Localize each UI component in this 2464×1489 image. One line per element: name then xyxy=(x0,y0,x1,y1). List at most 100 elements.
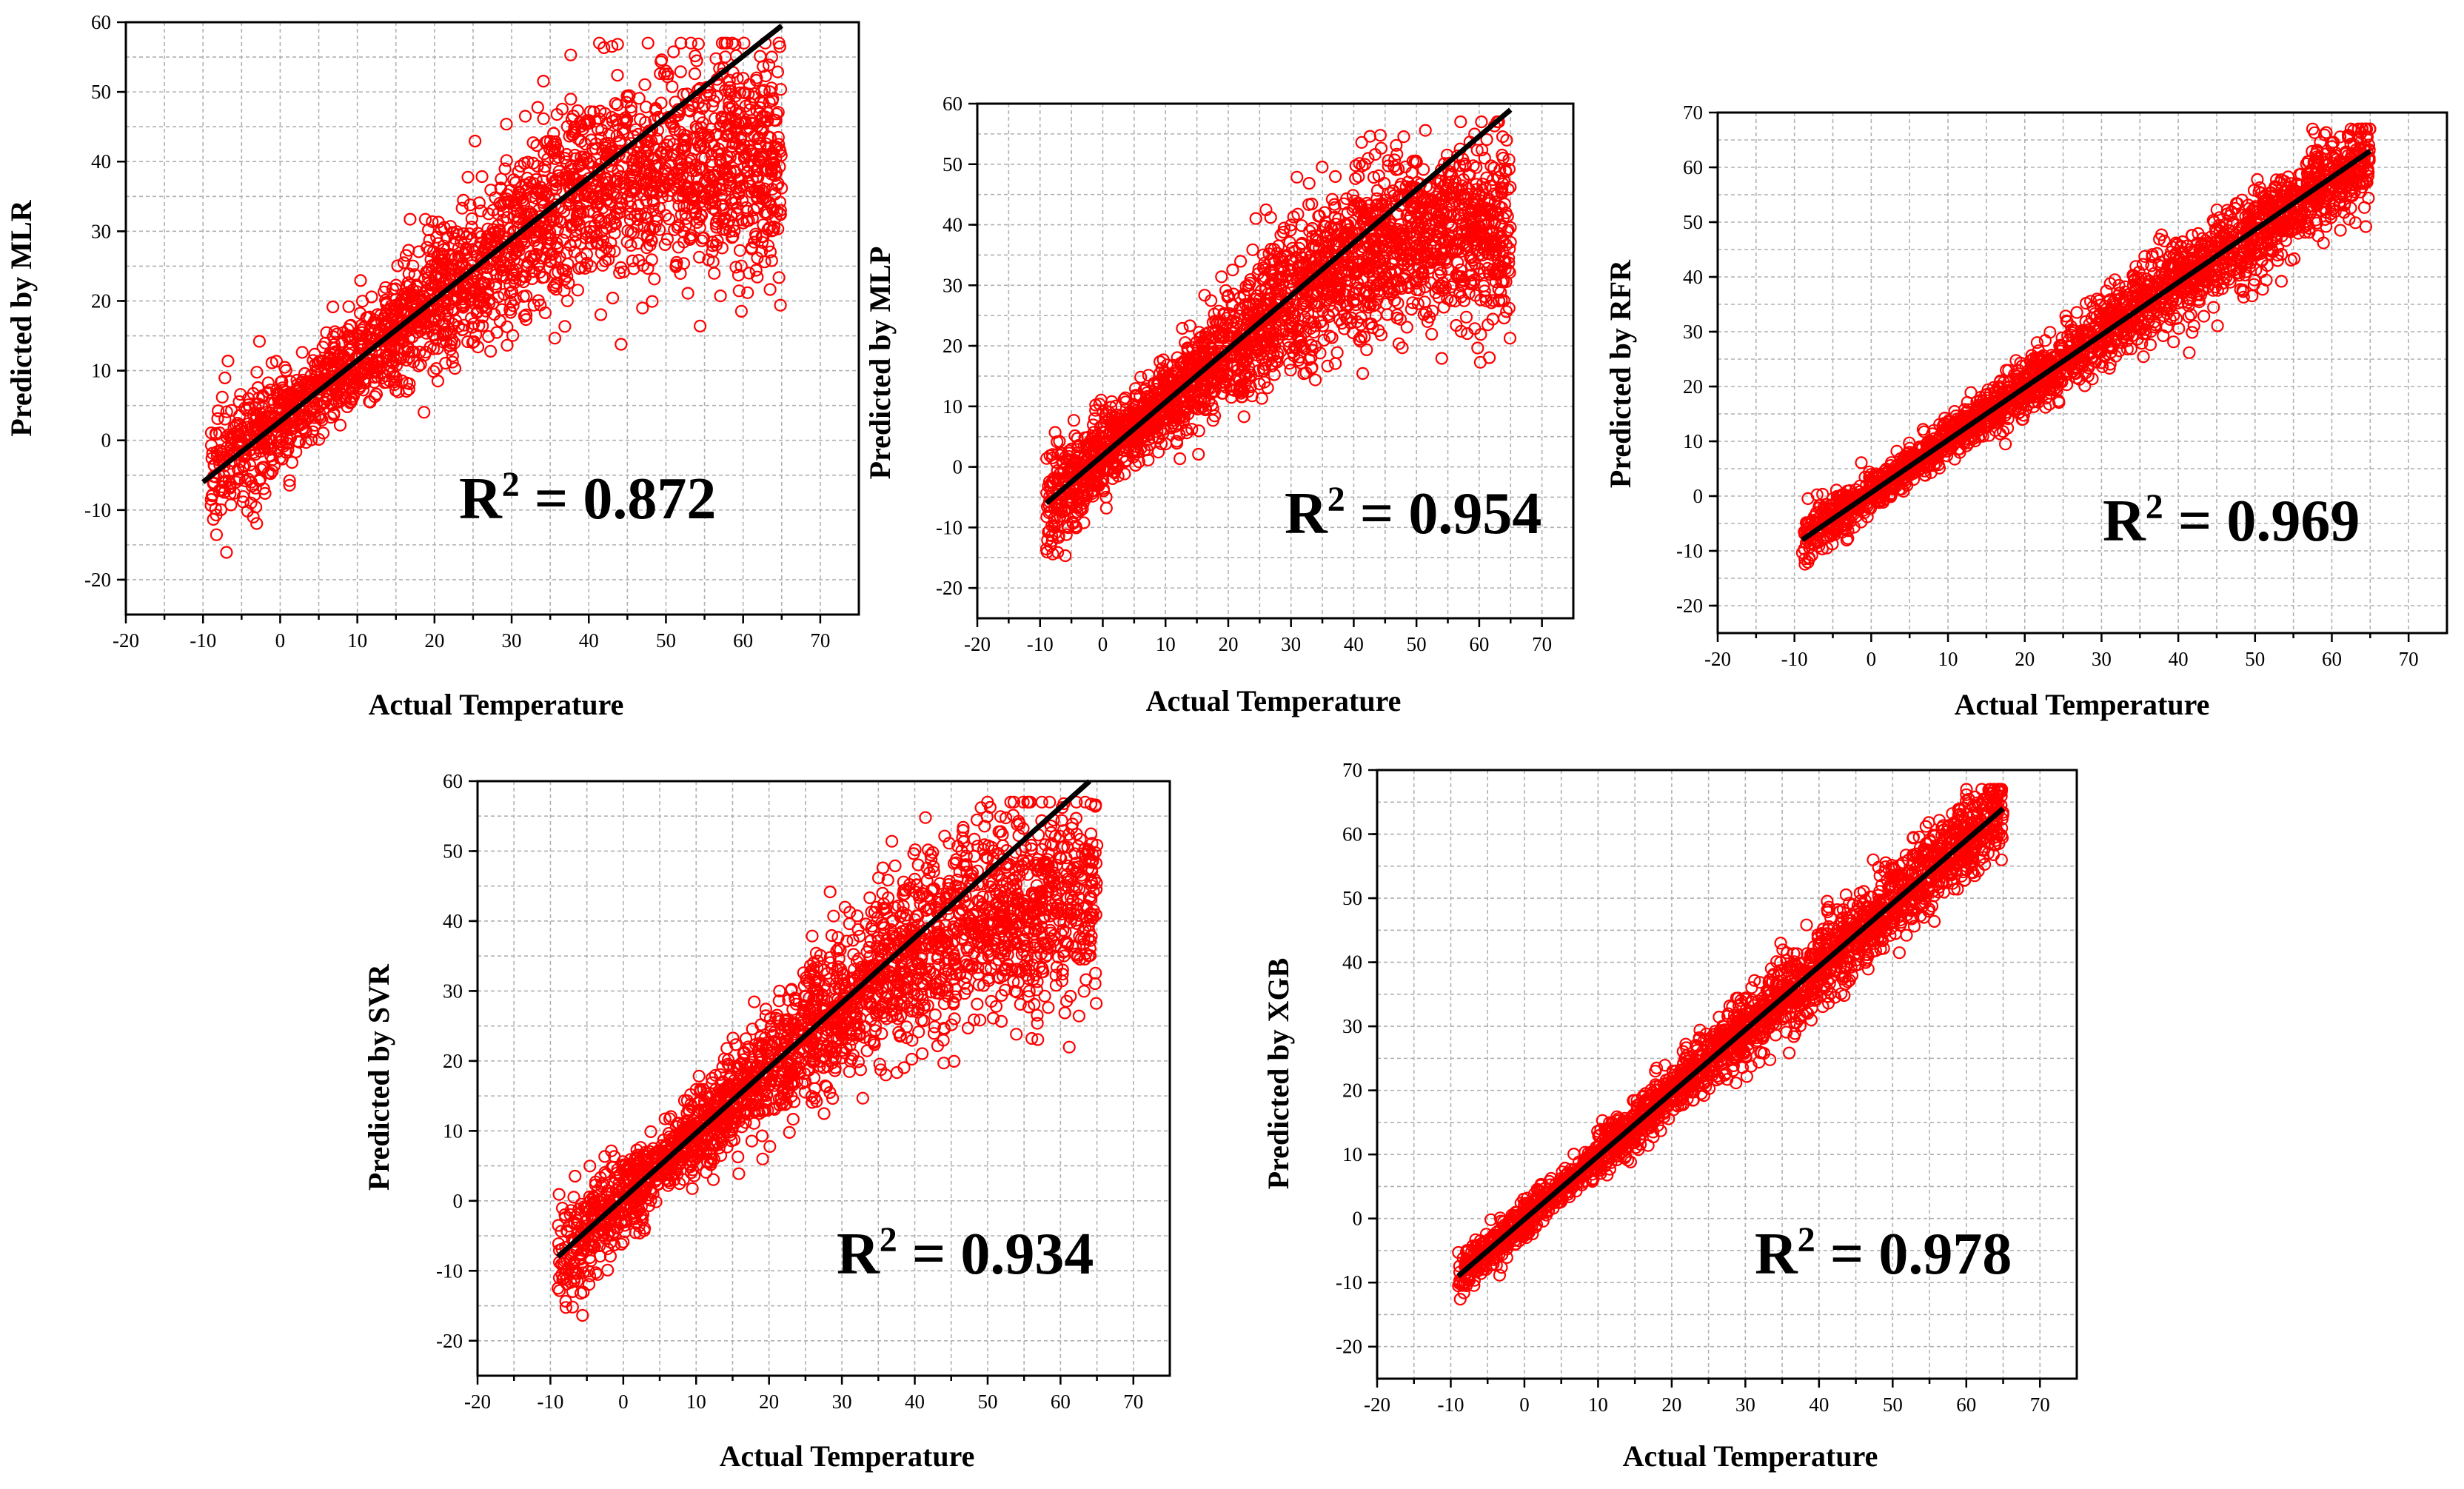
y-tick-label: 60 xyxy=(943,93,962,115)
data-point xyxy=(404,213,417,226)
data-point xyxy=(757,230,770,243)
data-point xyxy=(309,358,322,371)
data-point xyxy=(1192,447,1205,461)
data-point xyxy=(763,245,777,258)
data-point xyxy=(526,136,540,150)
data-point xyxy=(663,213,676,226)
data-point xyxy=(751,184,766,198)
data-point xyxy=(1176,321,1189,335)
data-point xyxy=(465,221,478,234)
data-point xyxy=(714,153,727,166)
y-axis-title: Predicted by MLR xyxy=(4,199,38,436)
data-point xyxy=(1349,172,1362,185)
data-point xyxy=(355,340,368,353)
data-point xyxy=(679,212,692,225)
data-point xyxy=(483,344,498,358)
x-tick-label: 0 xyxy=(275,629,286,652)
data-point xyxy=(486,297,500,310)
data-point xyxy=(626,254,639,267)
data-point xyxy=(594,104,607,118)
data-point xyxy=(1308,373,1322,387)
data-point xyxy=(406,259,420,272)
data-point xyxy=(212,483,226,498)
data-point xyxy=(674,36,688,50)
y-tick-label: 10 xyxy=(91,360,111,382)
data-point xyxy=(506,329,520,342)
data-point xyxy=(251,381,264,395)
data-point xyxy=(666,120,680,133)
data-point xyxy=(560,270,574,283)
data-point xyxy=(605,40,619,53)
data-point xyxy=(261,376,275,389)
y-tick-label: 20 xyxy=(943,335,962,357)
data-point xyxy=(616,127,630,140)
data-point xyxy=(468,134,482,148)
data-point xyxy=(418,213,432,226)
data-point xyxy=(773,160,786,173)
x-axis-title: Actual Temperature xyxy=(369,688,624,721)
data-point xyxy=(538,164,551,177)
y-tick-label: -10 xyxy=(84,499,111,521)
data-point xyxy=(1192,424,1205,438)
data-point xyxy=(514,159,527,173)
data-point xyxy=(592,36,606,50)
data-point xyxy=(1183,319,1196,332)
data-point xyxy=(571,215,584,228)
data-point xyxy=(603,245,616,258)
data-point xyxy=(666,80,679,93)
data-point xyxy=(1302,177,1316,190)
data-point xyxy=(620,151,633,164)
data-point xyxy=(272,435,286,449)
r-squared-annotation: R2 = 0.872 xyxy=(459,465,716,532)
data-point xyxy=(771,177,785,190)
data-point xyxy=(210,528,223,541)
data-point xyxy=(474,236,487,250)
data-point xyxy=(1356,367,1370,380)
data-point xyxy=(715,241,729,255)
r-squared-annotation: R2 = 0.954 xyxy=(1285,480,1541,546)
data-point xyxy=(365,290,378,304)
data-point xyxy=(352,381,366,395)
data-point xyxy=(620,90,634,103)
data-point xyxy=(734,304,749,318)
x-tick-label: -10 xyxy=(190,629,216,652)
data-point xyxy=(518,309,532,323)
data-point xyxy=(608,211,621,225)
data-point xyxy=(754,123,768,136)
data-point xyxy=(714,155,727,170)
data-point xyxy=(674,162,688,175)
x-axis-title: Actual Temperature xyxy=(1146,684,1402,717)
data-point xyxy=(659,209,672,222)
data-point xyxy=(714,290,727,303)
data-point xyxy=(403,332,416,345)
data-point xyxy=(532,238,545,252)
data-point xyxy=(548,332,562,345)
data-point xyxy=(283,474,296,487)
data-point xyxy=(556,233,569,247)
data-point xyxy=(446,349,459,363)
data-point xyxy=(646,295,659,308)
data-point xyxy=(250,366,264,379)
data-point xyxy=(500,338,514,352)
data-point xyxy=(431,342,444,355)
data-point xyxy=(327,300,340,314)
data-point xyxy=(503,287,518,300)
chart-panel-mlp: -20 -10 0 10 20 30 40 50 60 70-20-100102030405060… xyxy=(863,93,1575,717)
x-tick-label: 10 xyxy=(1156,633,1176,655)
data-point xyxy=(636,301,649,315)
x-tick-label: 40 xyxy=(579,629,599,652)
data-point xyxy=(677,235,691,249)
data-point xyxy=(616,113,630,127)
data-point xyxy=(349,366,362,379)
data-point xyxy=(1502,301,1516,315)
data-point xyxy=(241,398,255,412)
data-point xyxy=(426,215,439,228)
data-point xyxy=(364,395,377,409)
data-point xyxy=(238,474,252,488)
data-point xyxy=(658,238,672,251)
data-point xyxy=(531,101,544,114)
y-tick-label: 40 xyxy=(943,214,962,236)
data-point xyxy=(1427,240,1441,254)
x-tick-label: 50 xyxy=(1407,633,1427,655)
data-point xyxy=(709,238,723,252)
